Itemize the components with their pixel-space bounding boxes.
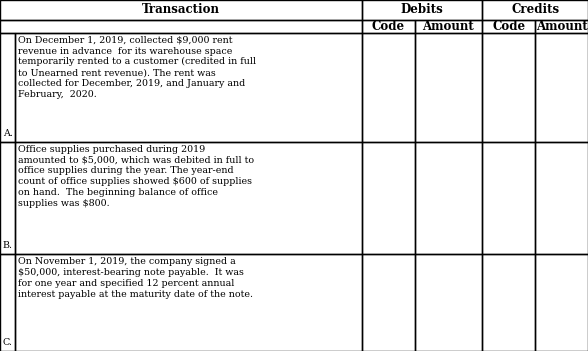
Text: On December 1, 2019, collected $9,000 rent
revenue in advance  for its warehouse: On December 1, 2019, collected $9,000 re… <box>18 36 256 99</box>
Text: B.: B. <box>2 241 13 250</box>
Text: Code: Code <box>492 20 525 33</box>
Text: C.: C. <box>3 338 12 347</box>
Text: Office supplies purchased during 2019
amounted to $5,000, which was debited in f: Office supplies purchased during 2019 am… <box>18 145 254 208</box>
Text: Credits: Credits <box>511 3 559 16</box>
Text: Transaction: Transaction <box>142 3 220 16</box>
Text: Amount: Amount <box>536 20 587 33</box>
Text: A.: A. <box>3 129 12 138</box>
Text: Amount: Amount <box>422 20 475 33</box>
Text: On November 1, 2019, the company signed a
$50,000, interest-bearing note payable: On November 1, 2019, the company signed … <box>18 257 253 299</box>
Text: Code: Code <box>372 20 405 33</box>
Text: Debits: Debits <box>400 3 443 16</box>
